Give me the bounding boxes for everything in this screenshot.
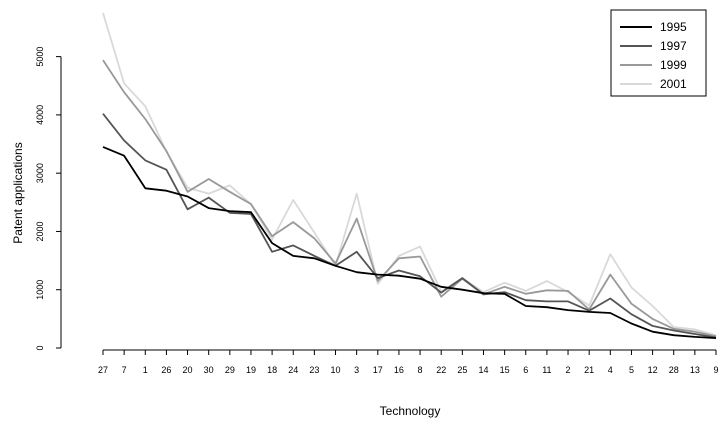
x-tick-label: 9 [713, 365, 718, 375]
legend-label: 1999 [660, 58, 687, 72]
y-axis-title: Patent applications [11, 142, 25, 243]
x-tick-label: 11 [542, 365, 551, 375]
x-tick-label: 6 [523, 365, 528, 375]
x-tick-label: 13 [690, 365, 700, 375]
y-tick-label: 5000 [35, 47, 45, 67]
x-tick-label: 5 [629, 365, 634, 375]
series-line-1999 [102, 59, 717, 338]
x-tick-label: 8 [418, 365, 423, 375]
x-tick-label: 19 [246, 365, 256, 375]
legend-label: 2001 [660, 77, 687, 91]
legend-label: 1995 [660, 20, 687, 34]
x-tick-label: 21 [584, 365, 594, 375]
legend-label: 1997 [660, 39, 687, 53]
x-tick-label: 2 [566, 365, 571, 375]
y-tick-label: 2000 [35, 221, 45, 241]
series-line-1997 [102, 113, 717, 339]
x-tick-label: 4 [608, 365, 613, 375]
x-tick-label: 7 [122, 365, 127, 375]
x-tick-label: 24 [288, 365, 298, 375]
x-tick-label: 20 [183, 365, 193, 375]
series-line-1995 [102, 146, 717, 339]
x-tick-label: 14 [478, 365, 488, 375]
x-tick-label: 26 [161, 365, 171, 375]
series-line-2001 [102, 12, 717, 337]
y-tick-label: 3000 [35, 163, 45, 183]
y-tick-label: 1000 [35, 280, 45, 300]
series-lines [102, 12, 717, 339]
x-tick-label: 12 [648, 365, 658, 375]
y-tick-label: 4000 [35, 105, 45, 125]
x-tick-label: 3 [354, 365, 359, 375]
x-tick-label: 29 [225, 365, 235, 375]
x-tick-label: 10 [331, 365, 341, 375]
x-tick-label: 23 [309, 365, 319, 375]
x-tick-label: 16 [394, 365, 404, 375]
legend-box [610, 9, 707, 97]
x-tick-label: 15 [500, 365, 510, 375]
legend: 1995 1997 1999 2001 [610, 9, 707, 97]
x-tick-label: 17 [373, 365, 383, 375]
x-tick-label: 25 [457, 365, 467, 375]
y-tick-label: 0 [35, 345, 45, 350]
x-axis: 27 7 1 26 20 30 29 19 18 24 23 10 3 17 16 8 22 25 14 15 6 11 2… [98, 349, 719, 375]
x-tick-label: 22 [436, 365, 446, 375]
x-axis-title: Technology [380, 404, 441, 418]
x-tick-label: 30 [204, 365, 214, 375]
x-tick-label: 27 [98, 365, 108, 375]
x-tick-label: 1 [143, 365, 148, 375]
x-tick-label: 28 [669, 365, 679, 375]
x-tick-label: 18 [267, 365, 277, 375]
y-axis: 0 1000 2000 3000 4000 5000 [35, 47, 62, 351]
